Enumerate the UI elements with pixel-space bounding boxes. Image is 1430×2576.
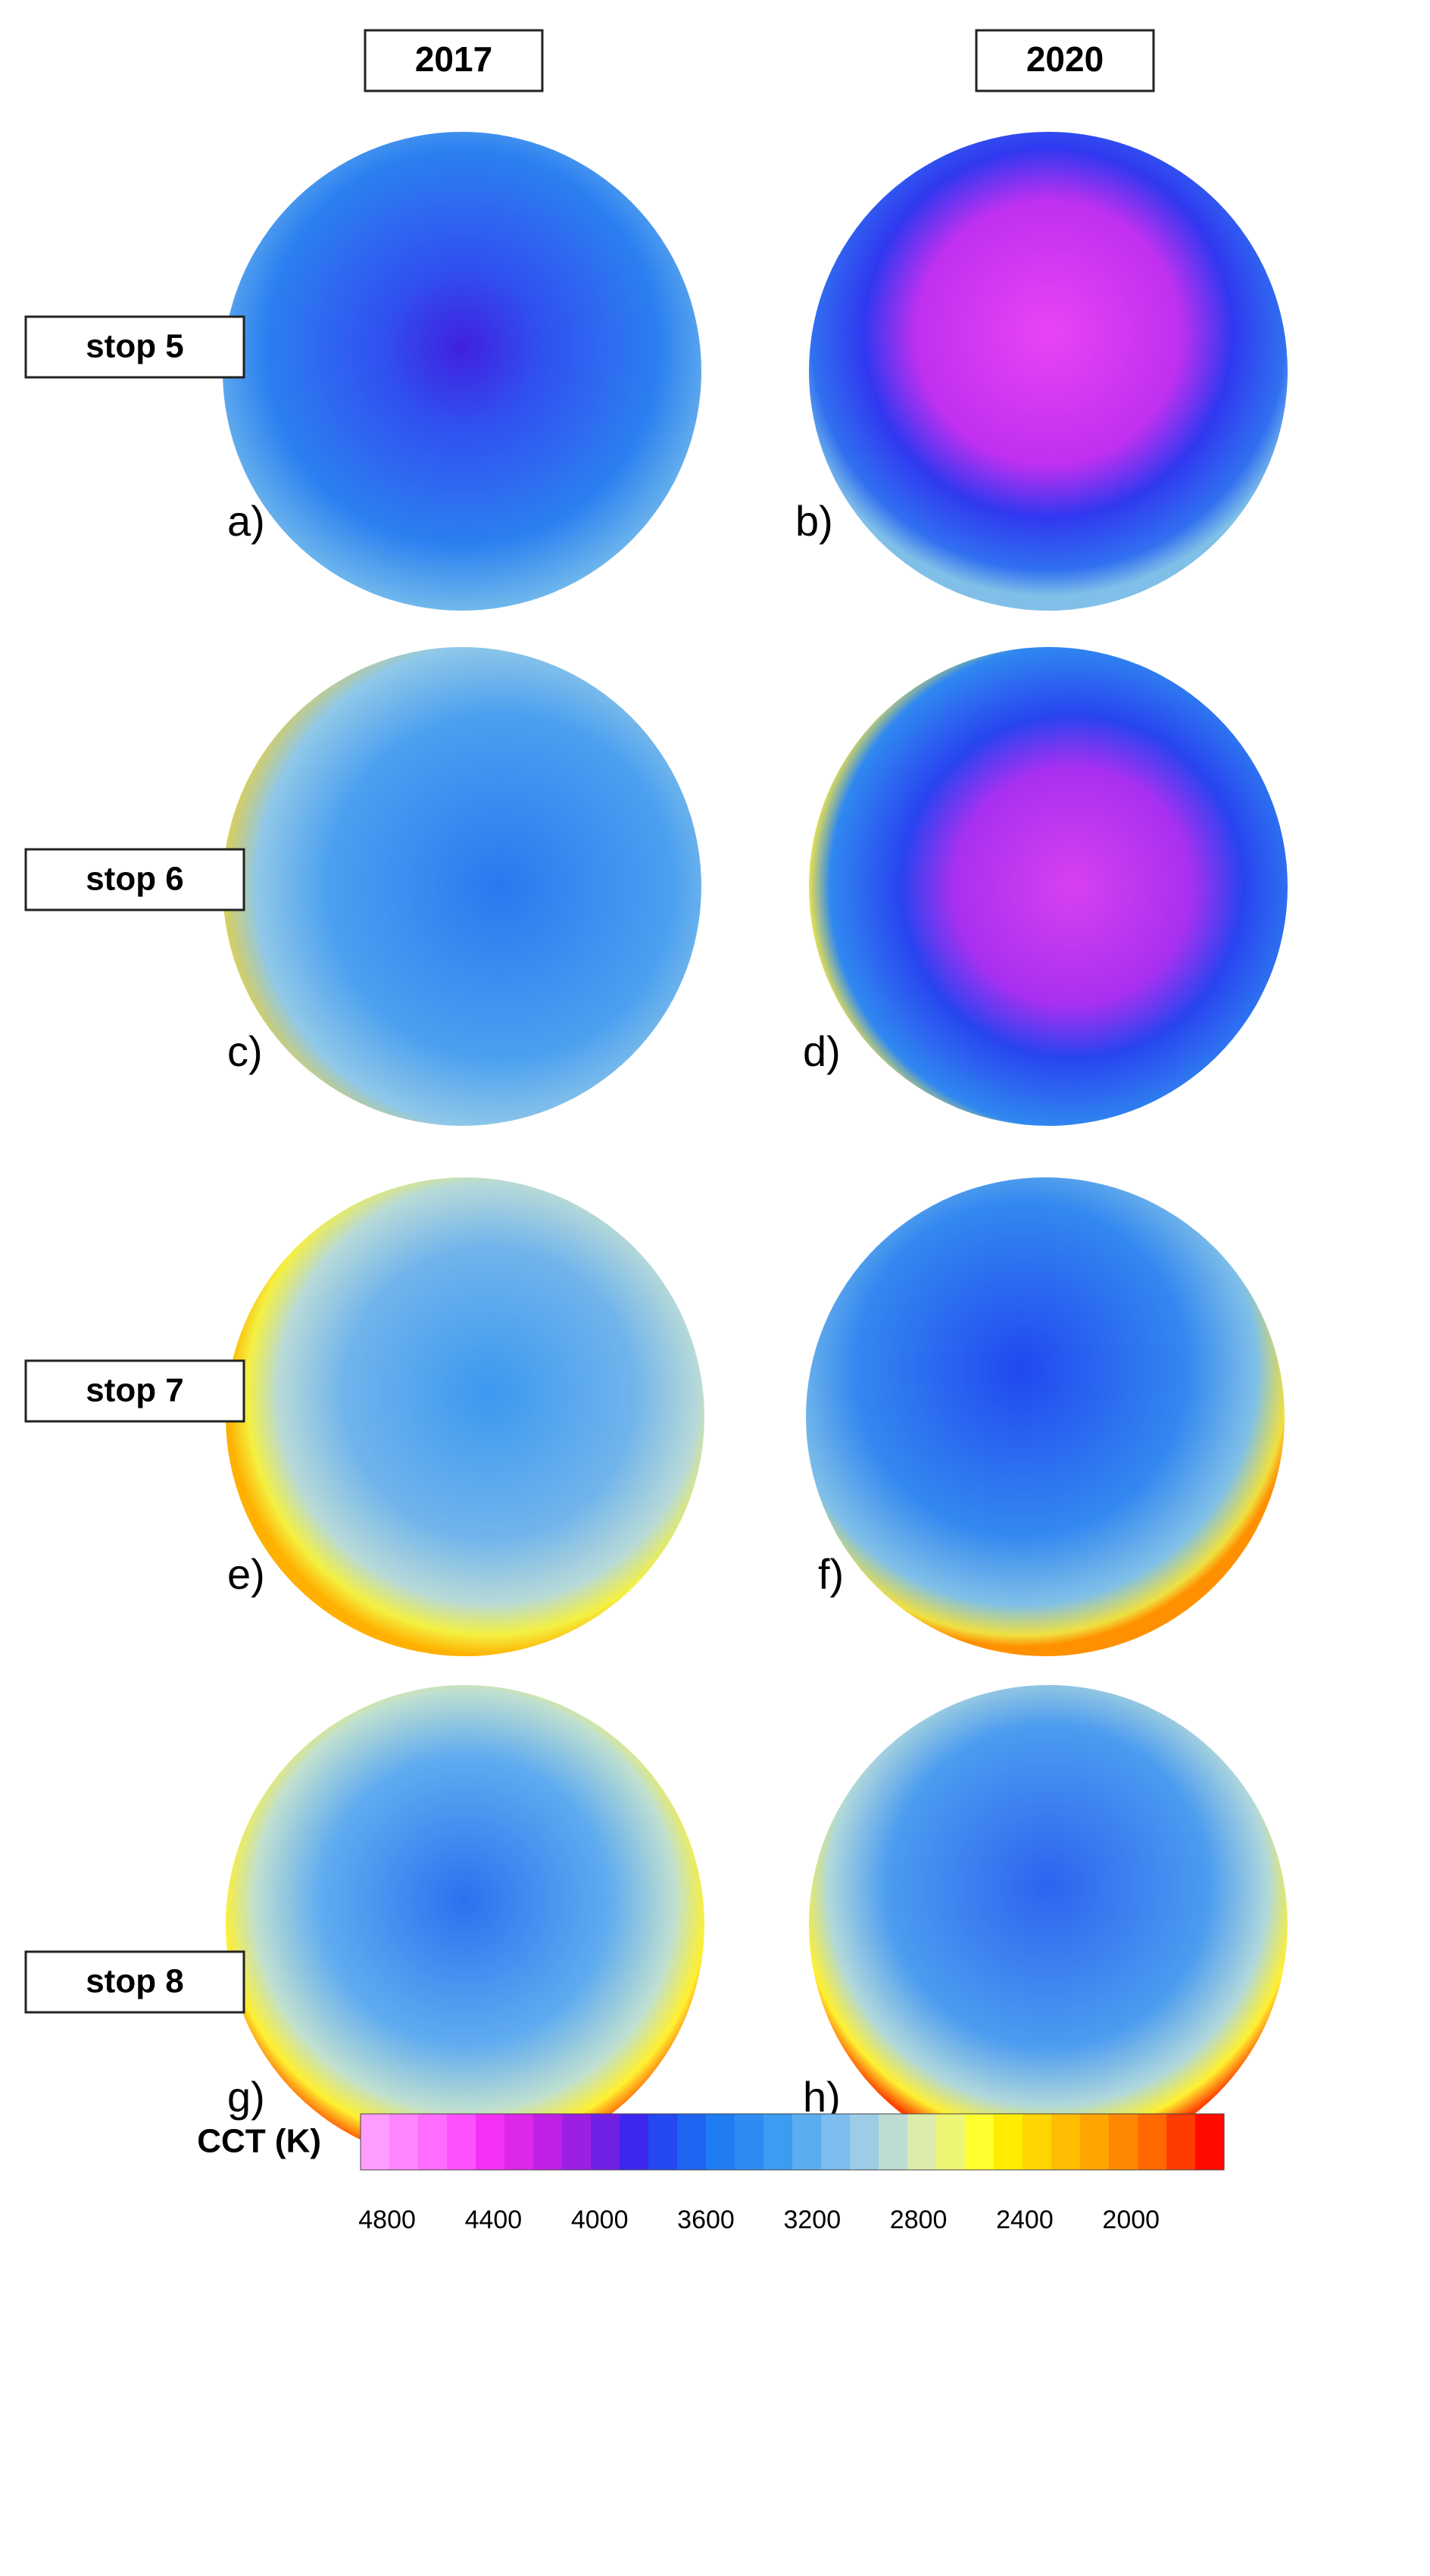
panel-label: a) — [227, 497, 265, 545]
colorbar-swatch — [994, 2114, 1023, 2170]
row-label-box — [24, 315, 245, 379]
colorbar-tick-label: 3200 — [783, 2206, 841, 2234]
colorbar-swatch — [936, 2114, 966, 2170]
panel-image — [223, 132, 701, 611]
colorbar-swatch — [447, 2114, 476, 2170]
colorbar-swatch — [763, 2114, 793, 2170]
colorbar-frame — [360, 2113, 1225, 2171]
colorbar-swatch — [677, 2114, 707, 2170]
colorbar-swatch — [562, 2114, 592, 2170]
row-label-box — [24, 1359, 245, 1423]
colorbar-swatch — [850, 2114, 879, 2170]
colorbar-swatch — [361, 2114, 390, 2170]
colorbar-swatch — [965, 2114, 994, 2170]
panel-label: g) — [227, 2073, 265, 2121]
column-header-box — [975, 29, 1155, 92]
colorbar-tick-label: 3600 — [677, 2206, 735, 2234]
row-label: stop 7 — [86, 1372, 184, 1409]
row-label: stop 8 — [86, 1963, 184, 2000]
panel-image — [806, 1177, 1285, 1656]
colorbar-tick-label: 2000 — [1102, 2206, 1160, 2234]
colorbar-label: CCT (K) — [197, 2123, 321, 2160]
colorbar-swatch — [620, 2114, 649, 2170]
panel-image — [226, 1177, 704, 1656]
panel-image — [809, 647, 1288, 1126]
colorbar-tick-label: 2400 — [996, 2206, 1054, 2234]
colorbar-swatch — [648, 2114, 678, 2170]
colorbar-swatch — [706, 2114, 735, 2170]
panel-label: e) — [227, 1550, 265, 1598]
column-header: 2017 — [415, 39, 492, 79]
colorbar-swatch — [821, 2114, 851, 2170]
panel-image — [809, 132, 1288, 611]
colorbar-tick-label: 4000 — [571, 2206, 629, 2234]
row-label-box — [24, 1950, 245, 2014]
colorbar-swatch — [1166, 2114, 1196, 2170]
colorbar-swatch — [1080, 2114, 1110, 2170]
colorbar-swatch — [879, 2114, 908, 2170]
colorbar-swatch — [389, 2114, 419, 2170]
colorbar-swatch — [533, 2114, 563, 2170]
row-label: stop 5 — [86, 328, 184, 365]
colorbar-swatch — [907, 2114, 937, 2170]
panel-label: d) — [803, 1027, 841, 1075]
colorbar-swatch — [1051, 2114, 1081, 2170]
row-label-box — [24, 848, 245, 911]
colorbar-tick-label: 2800 — [890, 2206, 948, 2234]
colorbar-tick-label: 4400 — [465, 2206, 523, 2234]
panel-image — [809, 1685, 1288, 2164]
panel-label: h) — [803, 2073, 841, 2121]
colorbar-swatch — [476, 2114, 505, 2170]
panel-label: c) — [227, 1027, 263, 1075]
colorbar-swatch — [1195, 2114, 1225, 2170]
column-header: 2020 — [1026, 39, 1104, 79]
column-header-box — [364, 29, 544, 92]
colorbar-swatch — [1109, 2114, 1138, 2170]
colorbar-swatch — [1138, 2114, 1167, 2170]
row-label: stop 6 — [86, 861, 184, 898]
panel-image — [223, 647, 701, 1126]
colorbar-swatch — [1023, 2114, 1052, 2170]
panel-label: b) — [795, 497, 833, 545]
colorbar-tick-label: 4800 — [358, 2206, 416, 2234]
panel-image — [226, 1685, 704, 2164]
colorbar-swatch — [418, 2114, 448, 2170]
colorbar-swatch — [735, 2114, 764, 2170]
panel-label: f) — [818, 1550, 844, 1598]
colorbar-swatch — [504, 2114, 534, 2170]
colorbar-swatch — [591, 2114, 620, 2170]
colorbar-swatch — [792, 2114, 822, 2170]
